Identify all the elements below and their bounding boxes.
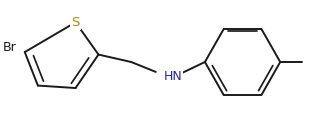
Text: HN: HN <box>164 70 183 83</box>
Text: S: S <box>71 16 80 29</box>
Text: Br: Br <box>3 41 17 54</box>
